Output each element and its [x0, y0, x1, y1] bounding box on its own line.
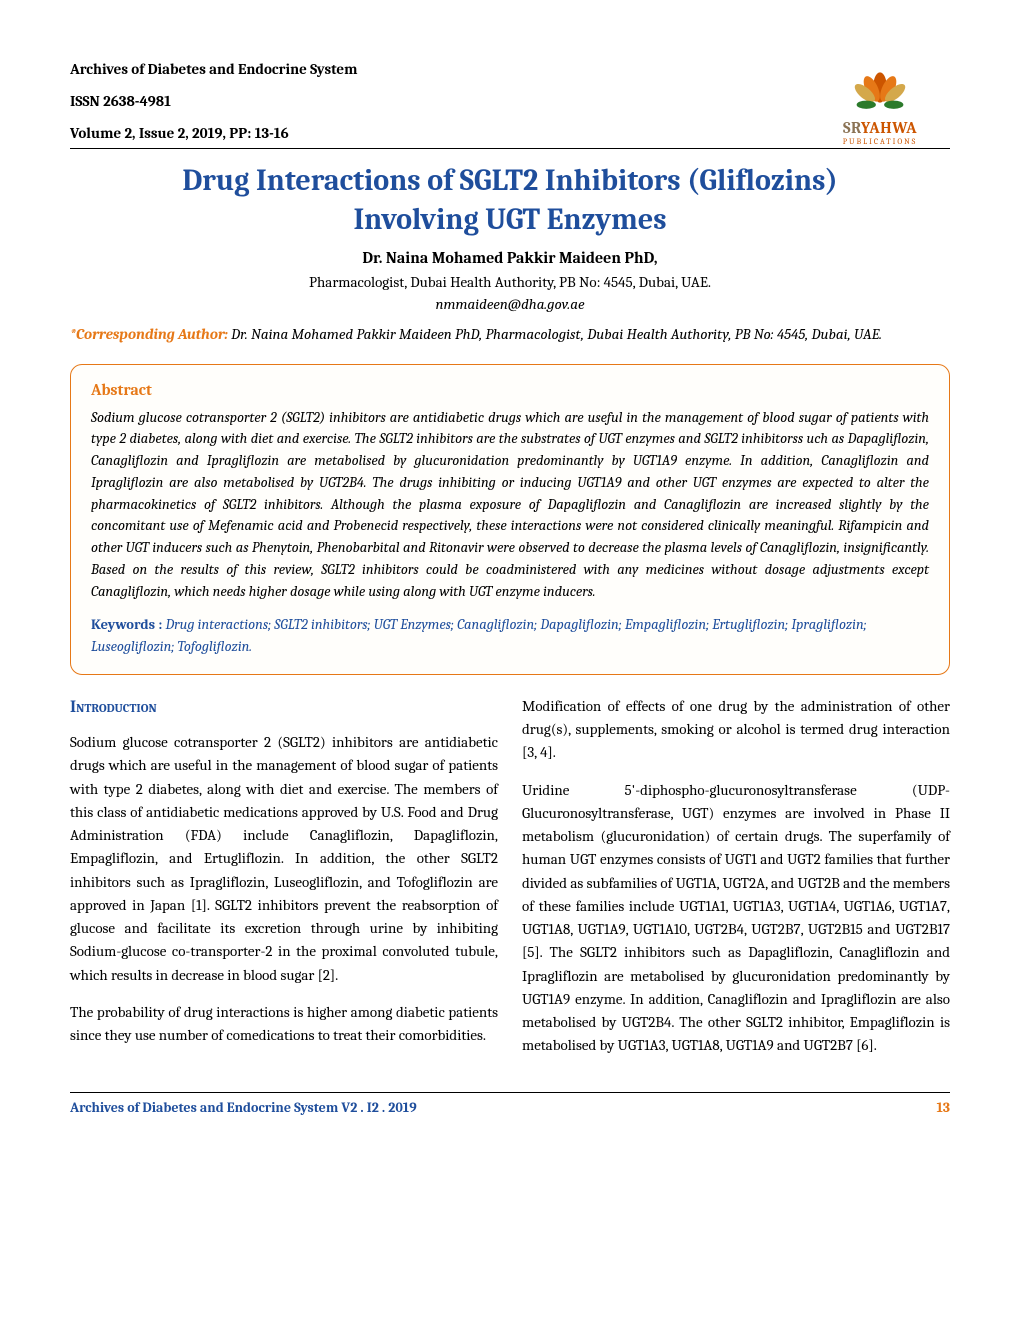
lotus-icon: [845, 60, 915, 115]
body-columns: Introduction Sodium glucose cotransporte…: [70, 695, 950, 1072]
intro-paragraph: The probability of drug interactions is …: [70, 1001, 498, 1048]
abstract-box: Abstract Sodium glucose cotransporter 2 …: [70, 364, 950, 675]
keywords-label: Keywords :: [91, 616, 162, 633]
corresponding-author: *Corresponding Author: Dr. Naina Mohamed…: [70, 323, 950, 346]
intro-paragraph: Sodium glucose cotransporter 2 (SGLT2) i…: [70, 731, 498, 987]
page-footer: Archives of Diabetes and Endocrine Syste…: [70, 1092, 950, 1116]
corresponding-text: Dr. Naina Mohamed Pakkir Maideen PhD, Ph…: [228, 325, 882, 343]
abstract-body: Sodium glucose cotransporter 2 (SGLT2) i…: [91, 407, 929, 603]
header-meta: Archives of Diabetes and Endocrine Syste…: [70, 60, 810, 146]
title-part: Drug Interactions of: [182, 163, 459, 198]
issn-label: ISSN 2638-4981: [70, 92, 810, 110]
abstract-heading: Abstract: [91, 381, 929, 399]
title-part: Involving: [353, 202, 485, 237]
introduction-heading: Introduction: [70, 695, 498, 721]
column-right: Modification of effects of one drug by t…: [522, 695, 950, 1072]
page-header: Archives of Diabetes and Endocrine Syste…: [70, 60, 950, 146]
author-email: nmmaideen@dha.gov.ae: [70, 295, 950, 313]
header-divider: [70, 148, 950, 149]
title-smallcaps: UGT: [485, 202, 540, 237]
intro-paragraph: Modification of effects of one drug by t…: [522, 695, 950, 765]
publisher-logo: SRYAHWA PUBLICATIONS: [810, 60, 950, 146]
logo-main: YAHWA: [861, 119, 917, 137]
keywords-text: Drug interactions; SGLT2 inhibitors; UGT…: [91, 616, 867, 655]
footer-citation: Archives of Diabetes and Endocrine Syste…: [70, 1099, 417, 1116]
logo-brand-text: SRYAHWA: [810, 119, 950, 137]
author-affiliation: Pharmacologist, Dubai Health Authority, …: [70, 273, 950, 291]
page-number: 13: [936, 1099, 950, 1116]
logo-subtext: PUBLICATIONS: [810, 137, 950, 146]
journal-name: Archives of Diabetes and Endocrine Syste…: [70, 60, 810, 78]
column-left: Introduction Sodium glucose cotransporte…: [70, 695, 498, 1072]
title-part: Enzymes: [540, 202, 666, 237]
title-smallcaps: SGLT: [460, 163, 523, 198]
title-part: 2 Inhibitors (Gliflozins): [523, 163, 838, 198]
volume-info: Volume 2, Issue 2, 2019, PP: 13-16: [70, 124, 810, 142]
logo-prefix: SR: [843, 119, 861, 137]
corresponding-label: *Corresponding Author:: [70, 325, 228, 343]
article-title: Drug Interactions of SGLT2 Inhibitors (G…: [70, 161, 950, 239]
keywords-line: Keywords : Drug interactions; SGLT2 inhi…: [91, 614, 929, 658]
intro-paragraph: Uridine 5'-diphospho-glucuronosyltransfe…: [522, 779, 950, 1058]
author-name: Dr. Naina Mohamed Pakkir Maideen PhD,: [70, 249, 950, 267]
